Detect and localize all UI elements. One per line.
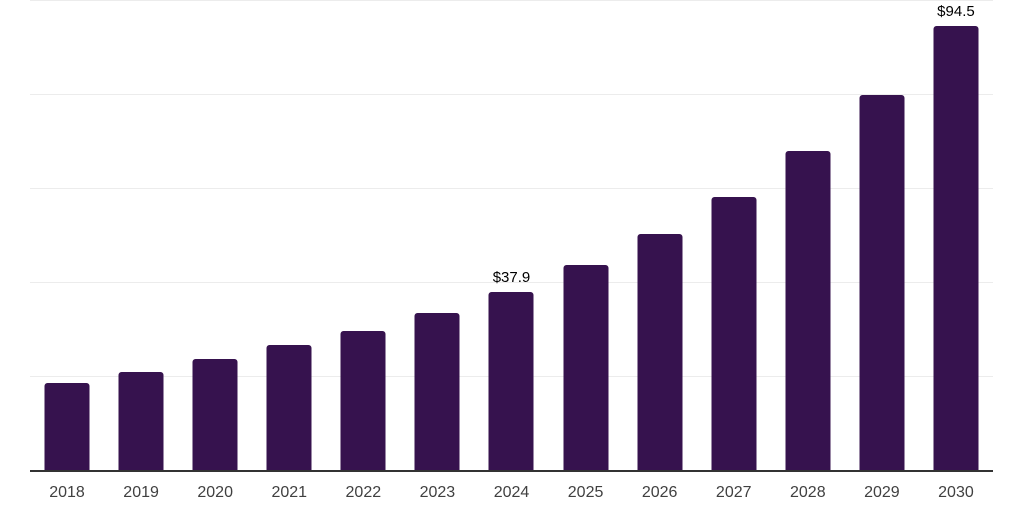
x-tick-label-2028: 2028 [790, 484, 826, 501]
x-tick-label-2029: 2029 [864, 484, 900, 501]
x-tick-label-2030: 2030 [938, 484, 974, 501]
x-tick-label-2019: 2019 [123, 484, 159, 501]
plot-area: $37.9 $94.5 [30, 0, 993, 472]
bar-slot-2029 [845, 2, 919, 470]
x-tick-label-2022: 2022 [345, 484, 382, 501]
bar-2025 [563, 264, 609, 470]
gridline-80 [30, 94, 993, 95]
bar-slot-2018 [30, 2, 104, 470]
x-tick-label-2025: 2025 [567, 484, 604, 501]
gridline-100 [30, 0, 993, 1]
bar-slot-2024: $37.9 [474, 2, 548, 470]
bar-slot-2019 [104, 2, 178, 470]
bar-2023 [414, 313, 460, 470]
x-tick-label-2026: 2026 [641, 484, 678, 501]
bar-slot-2020 [178, 2, 252, 470]
bar-2024 [488, 291, 534, 470]
bar-2030 [933, 25, 979, 470]
bar-2019 [118, 371, 164, 470]
bar-slot-2021 [252, 2, 326, 470]
bar-2028 [785, 151, 831, 470]
bar-slot-2027 [697, 2, 771, 470]
bar-2027 [711, 197, 757, 470]
x-tick-label-2027: 2027 [715, 484, 752, 501]
x-axis: 2018 2019 2020 2021 2022 2023 2024 2025 2026 2027… [30, 478, 993, 508]
data-label-2030: $94.5 [937, 2, 975, 20]
x-tick-label-2023: 2023 [419, 484, 456, 501]
bar-slot-2030: $94.5 [919, 2, 993, 470]
x-tick-label-2024: 2024 [493, 484, 530, 501]
bar-slot-2023 [400, 2, 474, 470]
data-label-2024: $37.9 [492, 268, 531, 286]
bar-slot-2022 [326, 2, 400, 470]
gridline-40 [30, 282, 993, 283]
bar-2029 [859, 94, 905, 470]
bar-slot-2026 [623, 2, 697, 470]
x-tick-label-2018: 2018 [49, 484, 85, 501]
bar-2020 [192, 359, 238, 470]
bar-2026 [637, 233, 683, 470]
bar-slot-2028 [771, 2, 845, 470]
x-tick-label-2020: 2020 [197, 484, 233, 501]
bar-2021 [266, 345, 312, 470]
bar-2018 [44, 382, 90, 470]
bar-2022 [340, 331, 386, 470]
bar-slot-2025 [549, 2, 623, 470]
gridline-60 [30, 188, 993, 189]
x-tick-label-2021: 2021 [271, 484, 308, 501]
